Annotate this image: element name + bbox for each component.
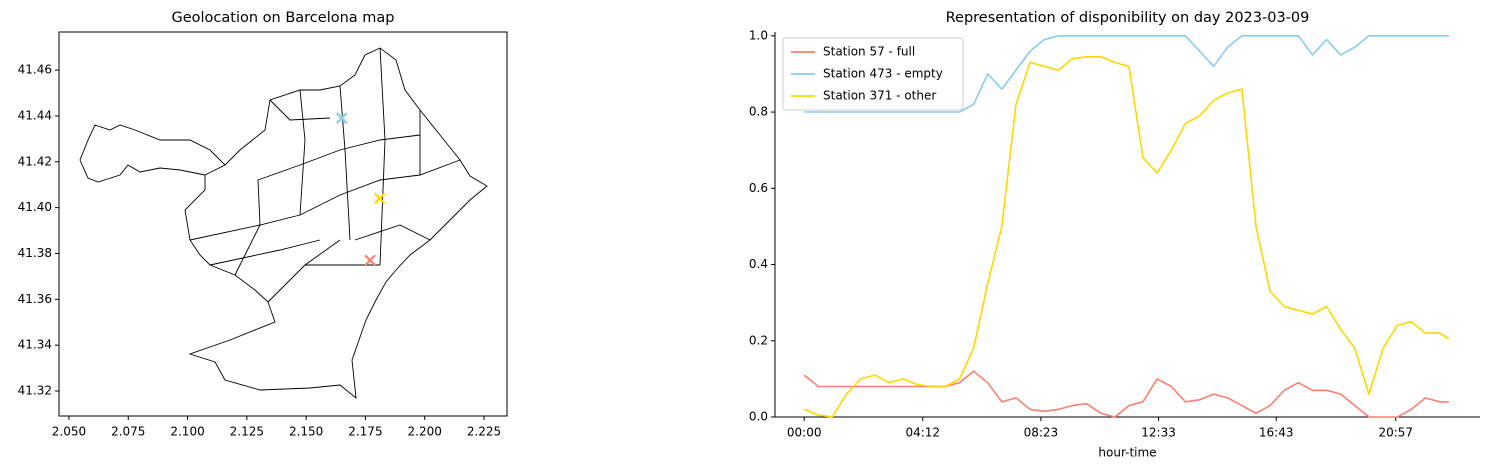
y-tick-label: 0.4: [749, 257, 768, 271]
y-tick-label: 41.42: [18, 154, 52, 168]
x-tick-label: 2.175: [348, 425, 382, 439]
x-tick-label: 2.150: [289, 425, 323, 439]
city-boundary: [184, 47, 488, 400]
station-marker: [373, 192, 386, 205]
legend-label: Station 371 - other: [823, 89, 936, 103]
station-marker: [335, 112, 348, 124]
x-tick-label: 08:23: [1024, 426, 1059, 440]
station-marker: [364, 254, 376, 267]
legend-label: Station 473 - empty: [823, 67, 943, 81]
series-line: [803, 370, 1449, 418]
x-tick-label: 12:33: [1141, 426, 1176, 440]
chart-title: Representation of disponibility on day 2…: [946, 10, 1310, 26]
y-tick-label: 0.0: [749, 410, 768, 424]
y-tick-label: 0.2: [749, 333, 768, 347]
y-tick-label: 41.34: [18, 338, 52, 352]
x-tick-label: 2.200: [408, 425, 442, 439]
map-outline: [79, 47, 488, 400]
x-tick-label: 2.125: [230, 425, 264, 439]
district-lines: [189, 47, 461, 303]
y-tick-label: 41.46: [18, 63, 52, 77]
series-line: [804, 35, 1449, 113]
x-tick-label: 2.225: [467, 425, 501, 439]
y-tick-label: 41.44: [18, 108, 52, 122]
y-tick-label: 0.8: [749, 105, 768, 119]
series-line: [803, 56, 1450, 418]
axes-frame: [58, 31, 508, 417]
x-tick-label: 2.100: [170, 425, 204, 439]
y-tick-label: 41.36: [18, 292, 52, 306]
x-tick-label: 16:43: [1259, 426, 1294, 440]
y-tick-label: 1.0: [749, 28, 768, 42]
x-tick-label: 20:57: [1378, 426, 1413, 440]
x-tick-label: 2.050: [52, 425, 86, 439]
x-tick-label: 04:12: [905, 426, 940, 440]
district-appendix: [79, 124, 226, 183]
y-tick-label: 0.6: [749, 181, 768, 195]
x-axis-label: hour-time: [1098, 446, 1156, 460]
legend-box: [782, 37, 964, 111]
x-tick-label: 00:00: [787, 426, 822, 440]
chart-title: Geolocation on Barcelona map: [171, 10, 394, 26]
y-tick-label: 41.32: [18, 384, 52, 398]
y-tick-label: 41.38: [18, 246, 52, 260]
y-tick-label: 41.40: [18, 200, 52, 214]
x-tick-label: 2.075: [111, 425, 145, 439]
legend-label: Station 57 - full: [823, 45, 915, 59]
